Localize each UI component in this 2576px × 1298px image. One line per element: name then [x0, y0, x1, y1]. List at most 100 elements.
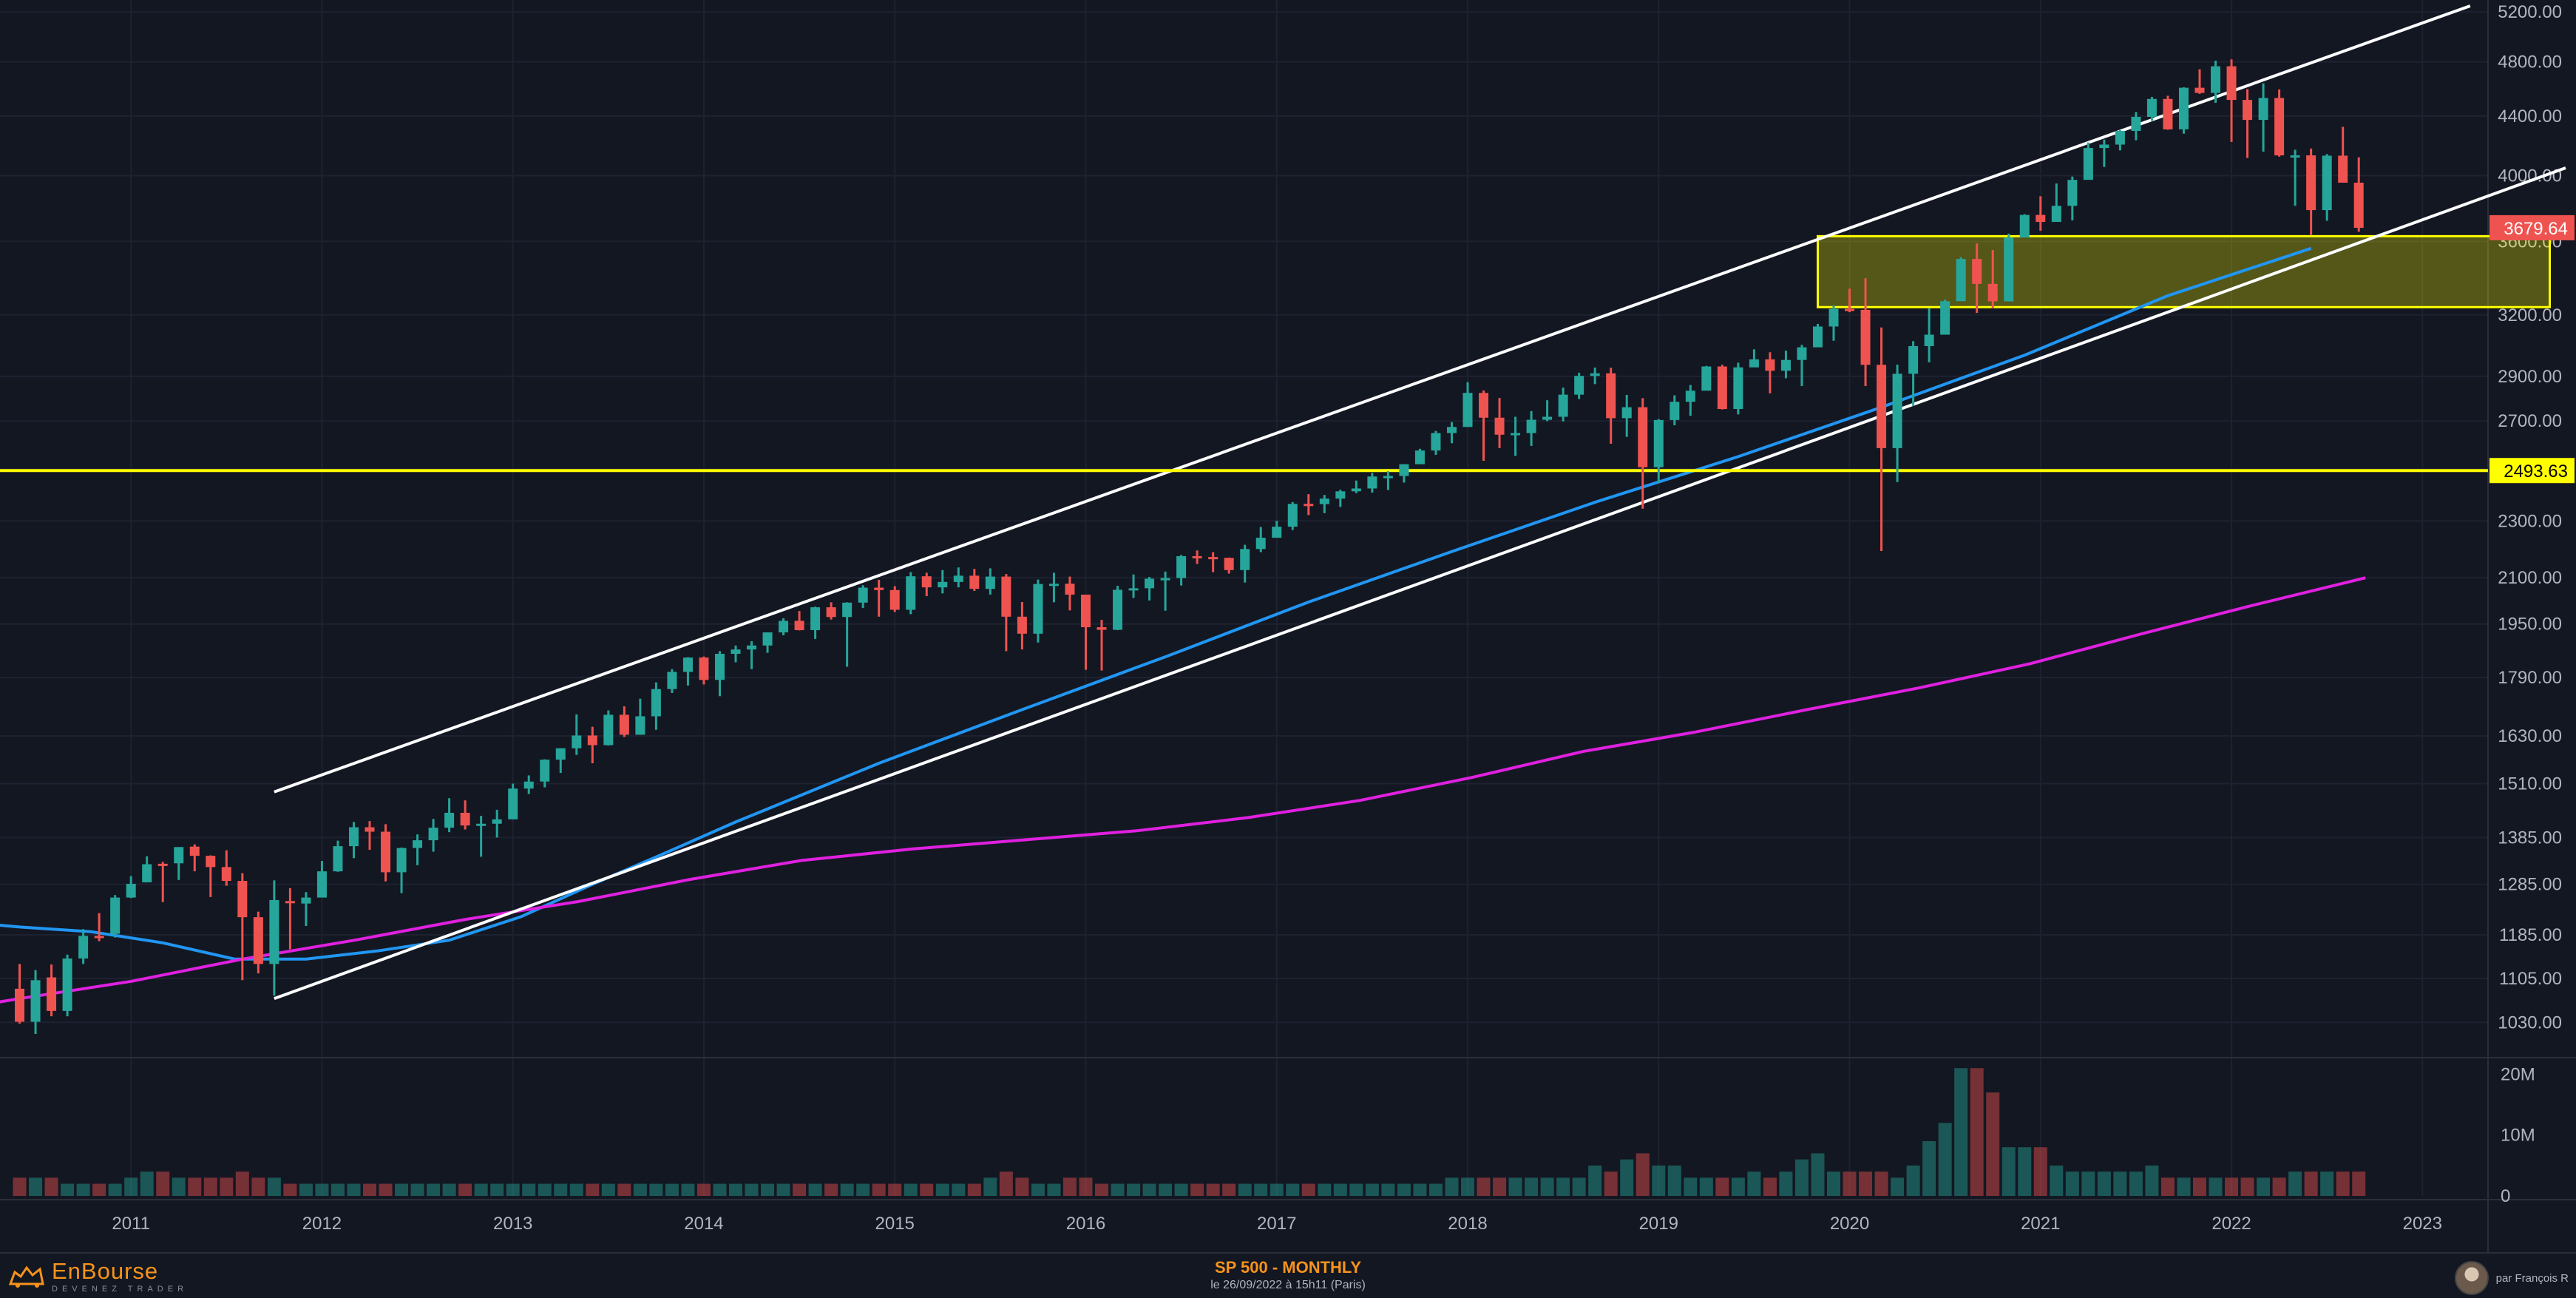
sp500-monthly-chart[interactable]: 1030.00 1105.00 1185.00 1285.00 1385.00 1510.…: [0, 0, 2576, 1252]
candle-body: [2338, 155, 2348, 183]
candle: [142, 856, 152, 883]
candle-body: [1749, 359, 1759, 368]
y-tick-label: 2700.00: [2498, 411, 2562, 431]
candle: [221, 850, 231, 886]
volume-bar: [649, 1183, 663, 1196]
volume-bar: [2320, 1172, 2334, 1196]
candle-body: [2226, 66, 2237, 101]
candle-body: [1908, 345, 1919, 374]
candle-body: [221, 867, 231, 882]
candle: [2274, 89, 2285, 157]
candle: [714, 651, 725, 697]
horizontal-level-label-bg: [2489, 458, 2575, 484]
volume-bar: [522, 1183, 536, 1196]
candle-body: [1494, 417, 1505, 435]
candle-body: [2211, 66, 2221, 93]
candle-body: [2290, 155, 2300, 158]
candle: [1431, 430, 1441, 456]
candle: [1780, 351, 1791, 379]
candle: [699, 656, 709, 685]
volume-bar: [1301, 1183, 1315, 1196]
volume-bar: [1222, 1183, 1236, 1196]
candle-body: [94, 936, 104, 939]
volume-bar: [283, 1183, 297, 1196]
volume-bar: [299, 1183, 313, 1196]
volume-bar: [220, 1177, 234, 1196]
candle: [2099, 139, 2109, 167]
candle-body: [30, 980, 41, 1022]
candle-body: [794, 621, 804, 630]
candle-body: [2036, 214, 2046, 223]
y-tick-label: 2900.00: [2498, 367, 2562, 387]
candle-body: [1717, 366, 1727, 410]
volume-bar: [156, 1172, 170, 1196]
volume-bar: [1365, 1183, 1379, 1196]
volume-bar: [267, 1177, 281, 1196]
candle: [1877, 327, 1887, 552]
candle-body: [1065, 584, 1075, 595]
candle: [460, 800, 470, 830]
candle-body: [2353, 183, 2364, 229]
volume-bar: [538, 1183, 552, 1196]
volume-bar: [617, 1183, 631, 1196]
candle: [1908, 341, 1919, 406]
candle-body: [921, 576, 932, 588]
volume-bar: [506, 1183, 520, 1196]
candle: [779, 618, 789, 636]
candle-body: [301, 897, 311, 904]
candle: [1940, 300, 1950, 335]
candle: [1287, 501, 1298, 530]
enbourse-logo[interactable]: EnBourse DEVENEZ TRADER: [7, 1260, 188, 1294]
volume-bar: [458, 1183, 472, 1196]
x-tick-label: 2012: [302, 1214, 342, 1234]
candle: [1733, 362, 1743, 415]
candle-body: [508, 788, 518, 819]
volume-bar: [363, 1183, 376, 1196]
x-tick-label: 2017: [1257, 1214, 1296, 1234]
candle-body: [492, 819, 502, 824]
candle-body: [1304, 504, 1314, 507]
candle: [1304, 494, 1314, 516]
chart-footer: EnBourse DEVENEZ TRADER SP 500 - MONTHLY…: [0, 1252, 2576, 1298]
candle: [2146, 96, 2157, 121]
volume-bar: [1190, 1183, 1204, 1196]
volume-bar: [2050, 1165, 2064, 1196]
candle: [1924, 308, 1934, 362]
volume-bar: [1699, 1177, 1713, 1196]
volume-bar: [1859, 1172, 1873, 1196]
volume-bar: [2304, 1172, 2318, 1196]
candle: [1145, 576, 1155, 601]
candle-body: [540, 760, 550, 782]
candle-body: [1113, 589, 1123, 630]
candle: [2290, 149, 2300, 206]
volume-bar: [1970, 1068, 1984, 1196]
chart-title: SP 500 - MONTHLY: [1214, 1258, 1362, 1277]
y-tick-label: 1950.00: [2498, 615, 2562, 635]
volume-bar: [1827, 1172, 1840, 1196]
candle-body: [1080, 594, 1091, 628]
candle-body: [2243, 100, 2253, 121]
candle-body: [47, 977, 57, 1011]
candle-body: [269, 899, 279, 964]
candle-body: [1192, 555, 1202, 558]
candle-body: [1574, 376, 1584, 395]
candle: [396, 847, 407, 893]
candle-body: [1383, 476, 1393, 479]
x-tick-label: 2013: [493, 1214, 532, 1234]
candle: [47, 964, 57, 1017]
candle: [30, 970, 41, 1035]
candle: [1414, 448, 1425, 464]
candle: [842, 602, 853, 667]
candle-body: [444, 812, 455, 828]
volume-bar: [1667, 1165, 1681, 1196]
volume-bar: [569, 1183, 583, 1196]
volume-bar: [904, 1183, 918, 1196]
candle: [2322, 154, 2332, 221]
volume-bar: [2352, 1172, 2366, 1196]
candle-body: [1987, 283, 1998, 302]
candle: [2211, 61, 2221, 104]
candle: [906, 572, 916, 615]
volume-bar: [1572, 1177, 1586, 1196]
candle: [1033, 579, 1043, 643]
candle: [126, 876, 136, 899]
